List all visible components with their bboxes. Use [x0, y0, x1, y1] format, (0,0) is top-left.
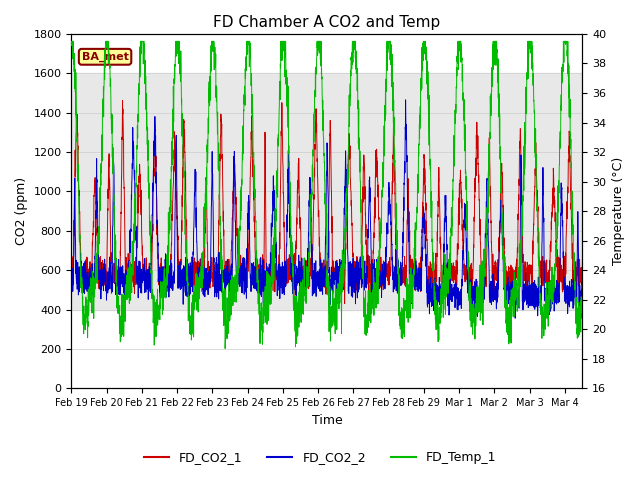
Y-axis label: CO2 (ppm): CO2 (ppm) — [15, 177, 28, 245]
Text: BA_met: BA_met — [82, 52, 129, 62]
Title: FD Chamber A CO2 and Temp: FD Chamber A CO2 and Temp — [213, 15, 440, 30]
Bar — [72, 73, 582, 310]
Y-axis label: Temperature (°C): Temperature (°C) — [612, 157, 625, 265]
X-axis label: Time: Time — [312, 414, 342, 427]
Legend: FD_CO2_1, FD_CO2_2, FD_Temp_1: FD_CO2_1, FD_CO2_2, FD_Temp_1 — [139, 446, 501, 469]
